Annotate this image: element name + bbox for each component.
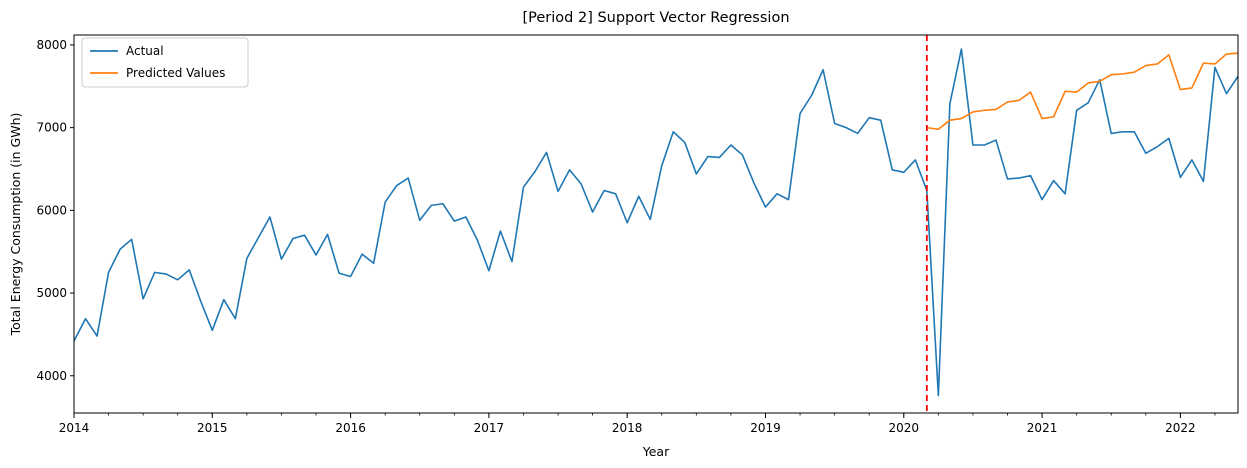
y-tick-label: 8000 — [36, 38, 67, 52]
x-tick-label: 2020 — [889, 421, 920, 435]
x-tick-label: 2016 — [335, 421, 366, 435]
x-tick-label: 2015 — [197, 421, 228, 435]
x-tick-label: 2018 — [612, 421, 643, 435]
plot-frame — [73, 34, 1239, 414]
x-axis-title: Year — [642, 444, 670, 459]
series-line-actual — [73, 48, 1239, 397]
y-tick-label: 5000 — [36, 286, 67, 300]
legend-label: Actual — [126, 44, 164, 58]
y-tick-label: 6000 — [36, 203, 67, 217]
x-tick-label: 2014 — [59, 421, 90, 435]
series-line-predicted-values — [926, 52, 1239, 131]
x-tick-label: 2022 — [1165, 421, 1196, 435]
legend-label: Predicted Values — [126, 66, 225, 80]
legend: Actual Predicted Values — [81, 37, 249, 88]
legend-box — [81, 37, 249, 88]
y-axis-title: Total Energy Consumption (in GWh) — [8, 113, 23, 337]
x-tick-label: 2019 — [750, 421, 781, 435]
plot-series — [73, 35, 1239, 413]
y-tick-label: 7000 — [36, 121, 67, 135]
chart-title: [Period 2] Support Vector Regression — [522, 10, 789, 26]
y-tick-label: 4000 — [36, 369, 67, 383]
x-tick-label: 2021 — [1027, 421, 1058, 435]
x-tick-label: 2017 — [474, 421, 505, 435]
axes: 4000 5000 6000 7000 8000 2014 2015 2016 2017 2018… — [36, 38, 1216, 435]
